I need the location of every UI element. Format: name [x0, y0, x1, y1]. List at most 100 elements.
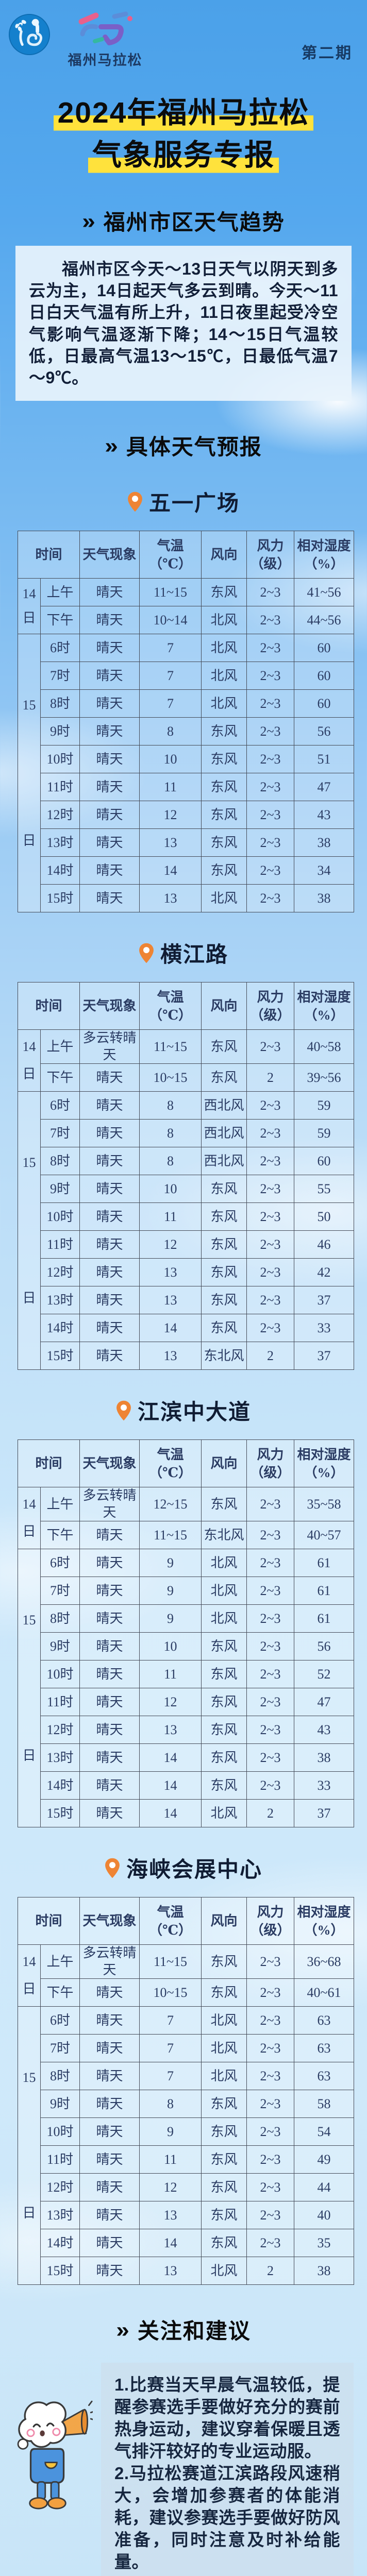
location-section: 海峡会展中心 时间 天气现象 气温（℃） 风向 风力（级） 相对湿度 （%） 14 日上午 多云转晴…: [0, 1852, 367, 2285]
cell-wind_dir: 东风: [201, 1258, 247, 1287]
table-row: 15 日 6时 晴天 7 北风 2~3 63: [18, 2006, 355, 2285]
cell-temp: 7: [139, 2034, 202, 2063]
table-row: 14 日上午 晴天 11~15 东风 2~3 41~56: [18, 578, 355, 635]
column-header: 风力（级）: [246, 1897, 295, 1945]
cell-wind_force: 2~3: [246, 1577, 295, 1605]
cell-wind_force: 2: [246, 1063, 295, 1092]
cell-time: 下午: [40, 606, 80, 635]
cell-temp: 10~15: [139, 1063, 202, 1092]
cell-wind_dir: 北风: [201, 1604, 247, 1633]
cell-wind_force: 2~3: [246, 856, 295, 885]
cell-wind_force: 2~3: [246, 2201, 295, 2230]
column-header-line: 风向: [210, 998, 238, 1014]
cell-wind_force: 2~3: [246, 1716, 295, 1744]
trend-panel: 福州市区今天～13日天气以阴天到多云为主，14日起天气多云到晴。今天～11日白天…: [15, 246, 352, 401]
cell-humidity: 38: [294, 2257, 355, 2285]
cell-temp: 13: [139, 1258, 202, 1287]
cell-humidity: 35: [294, 2229, 355, 2258]
cell-wind_force: 2: [246, 1342, 295, 1370]
cell-humidity: 36~68: [294, 1944, 355, 1979]
column-header-line: 风向: [210, 547, 238, 563]
cell-weather: 晴天: [79, 1632, 140, 1661]
cell-humidity: 60: [294, 1147, 355, 1176]
cell-humidity: 52: [294, 1660, 355, 1689]
advice-section: 1.比赛当天早晨气温较低，提醒参赛选手要做好充分的赛前热身运动，建议穿着保暖且透…: [0, 2363, 367, 2576]
date-stack: 14 日: [18, 1948, 40, 2003]
cell-wind_force: 2~3: [246, 1944, 295, 1979]
cell-humidity: 61: [294, 1604, 355, 1633]
cell-time: 上午: [40, 1944, 80, 1979]
table-row: 10时 晴天 11 东风 2~3 52: [18, 1660, 355, 1689]
column-header-line: 气温（℃）: [148, 538, 192, 571]
table-row: 15 日 6时 晴天 8 西北风 2~3 59: [18, 1091, 355, 1370]
cell-weather: 晴天: [79, 1604, 140, 1633]
cell-wind_force: 2~3: [246, 689, 295, 718]
cell-temp: 10: [139, 745, 202, 774]
column-header-line: 风向: [210, 1913, 238, 1929]
table-row: 12时 晴天 13 东风 2~3 43: [18, 1716, 355, 1744]
cell-wind_force: 2~3: [246, 1978, 295, 2007]
cell-humidity: 60: [294, 634, 355, 663]
cell-wind_dir: 西北风: [201, 1091, 247, 1120]
cell-wind_force: 2~3: [246, 1487, 295, 1522]
cell-wind_force: 2~3: [246, 884, 295, 913]
cell-wind_dir: 东风: [201, 1230, 247, 1259]
cell-humidity: 34: [294, 856, 355, 885]
table-row: 10时 晴天 11 东风 2~3 50: [18, 1202, 355, 1231]
column-header: 天气现象: [79, 982, 140, 1030]
cell-wind_force: 2~3: [246, 1632, 295, 1661]
cell-wind_force: 2~3: [246, 2229, 295, 2258]
cell-weather: 晴天: [79, 2145, 140, 2174]
column-header: 天气现象: [79, 531, 140, 579]
cell-time: 13时: [40, 2201, 80, 2230]
cell-time: 下午: [40, 1521, 80, 1550]
location-pin-icon: [105, 1858, 120, 1878]
column-header: 时间: [17, 531, 80, 579]
table-row: 下午 晴天 11~15 东北风 2~3 40~57: [18, 1521, 355, 1550]
cell-time: 10时: [40, 1202, 80, 1231]
cell-wind_dir: 西北风: [201, 1147, 247, 1176]
column-header-line: （%）: [304, 556, 344, 571]
column-header-line: 相对湿度: [297, 1904, 351, 1920]
column-header-line: 风力（级）: [250, 1447, 291, 1480]
column-header: 风向: [201, 531, 247, 579]
cell-time: 7时: [40, 2034, 80, 2063]
table-row: 8时 晴天 7 北风 2~3 60: [18, 689, 355, 718]
cell-temp: 9: [139, 1549, 202, 1578]
cell-time: 12时: [40, 801, 80, 829]
cell-wind_dir: 北风: [201, 1549, 247, 1578]
cell-temp: 14: [139, 1799, 202, 1828]
cell-wind_force: 2~3: [246, 717, 295, 746]
cell-time: 8时: [40, 689, 80, 718]
location-name: 江滨中大道: [137, 1400, 251, 1425]
cell-temp: 13: [139, 2257, 202, 2285]
cell-time: 15时: [40, 1799, 80, 1828]
cell-wind_force: 2: [246, 2257, 295, 2285]
column-header-line: 时间: [35, 547, 62, 563]
cell-humidity: 41~56: [294, 578, 355, 607]
date-suffix: 日: [22, 1066, 36, 1082]
date-suffix: 日: [22, 1524, 36, 1539]
page-title: 2024年福州马拉松 气象服务专报: [0, 92, 367, 176]
cell-wind_force: 2~3: [246, 1029, 295, 1064]
table-row: 9时 晴天 8 东风 2~3 56: [18, 717, 355, 746]
date-stack: 15 日: [18, 637, 40, 909]
cell-time: 14时: [40, 856, 80, 885]
cell-humidity: 43: [294, 801, 355, 829]
date-cell: 14 日: [18, 1487, 41, 1550]
cell-temp: 13: [139, 1716, 202, 1744]
cell-temp: 11: [139, 2145, 202, 2174]
cell-time: 14时: [40, 2229, 80, 2258]
cell-time: 7时: [40, 662, 80, 690]
cell-weather: 晴天: [79, 1091, 140, 1120]
cell-wind_dir: 东风: [201, 1978, 247, 2007]
table-row: 12时 晴天 13 东风 2~3 42: [18, 1258, 355, 1287]
cell-wind_force: 2~3: [246, 606, 295, 635]
column-header-line: 相对湿度: [297, 989, 351, 1005]
cell-temp: 9: [139, 1604, 202, 1633]
cell-wind_force: 2~3: [246, 1743, 295, 1772]
date-suffix: 日: [22, 833, 36, 849]
cell-time: 7时: [40, 1119, 80, 1148]
column-header-line: （%）: [304, 1922, 344, 1938]
cell-humidity: 40: [294, 2201, 355, 2230]
